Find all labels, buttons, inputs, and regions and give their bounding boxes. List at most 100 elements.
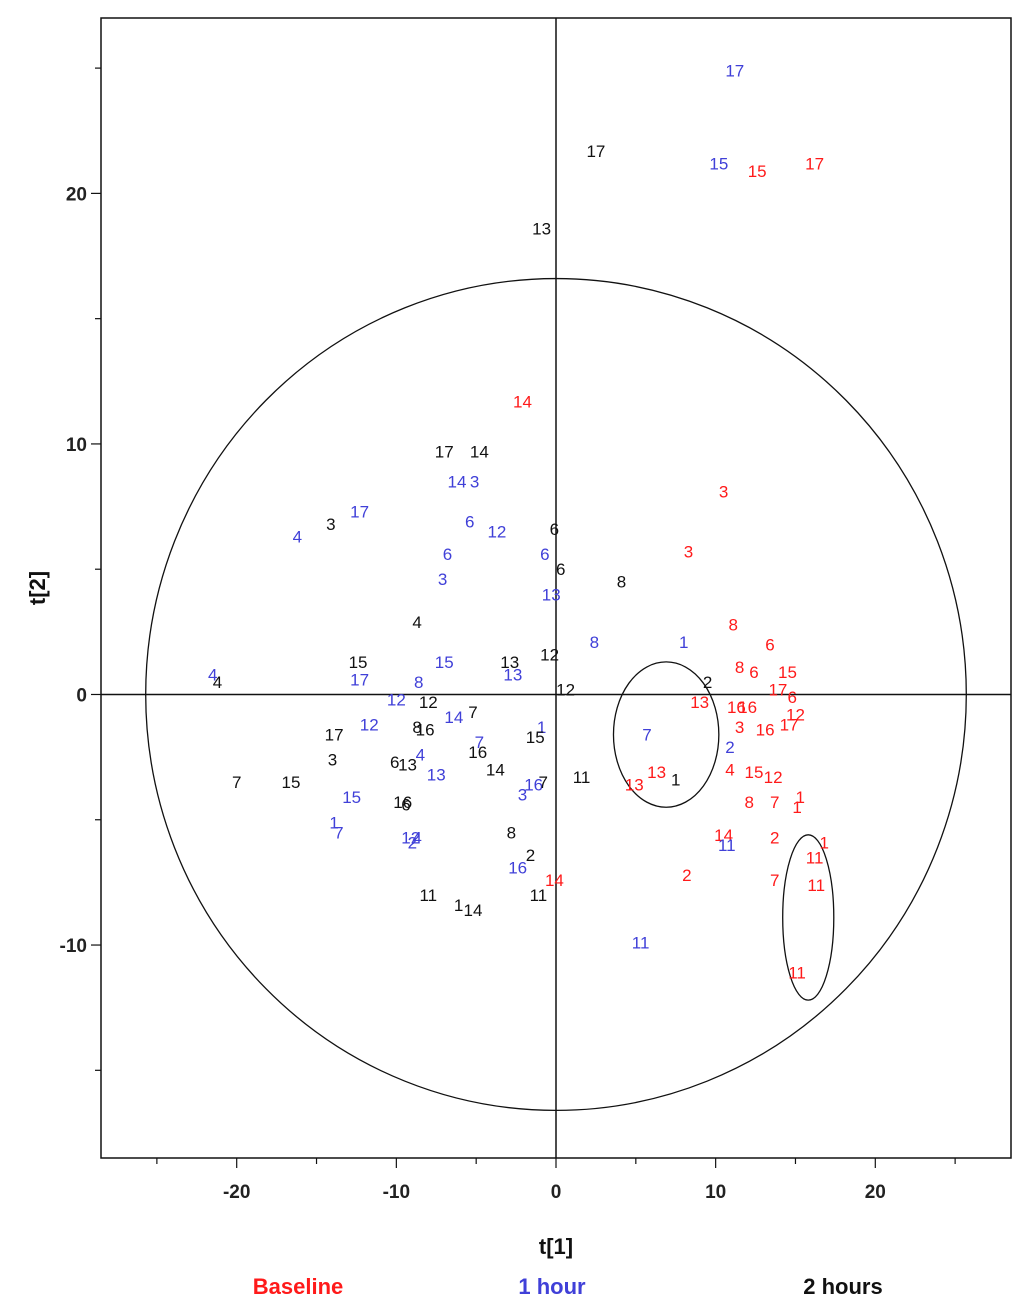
data-point-label: 15 [748,162,767,181]
data-point-label: 1 [819,833,828,852]
data-point-label: 17 [780,716,799,735]
cluster-ellipse [782,834,835,1001]
data-point-label: 11 [807,876,825,895]
data-point-label: 14 [545,871,564,890]
data-point-label: 1 [796,788,805,807]
data-point-label: 8 [414,673,423,692]
data-point-label: 11 [632,934,650,953]
data-point-label: 16 [756,721,775,740]
data-point-label: 17 [325,726,344,745]
data-point-label: 2 [770,828,779,847]
data-point-label: 8 [744,793,753,812]
data-point-label: 16 [727,698,746,717]
legend-item: Baseline [253,1274,344,1299]
data-point-label: 14 [470,442,489,461]
y-axis: -10 0 10 20 [60,67,101,1071]
data-point-label: 6 [390,753,399,772]
data-point-label: 7 [468,703,477,722]
data-point-label: 16 [393,793,412,812]
data-point-label: 12 [556,680,575,699]
data-point-label: 13 [503,665,522,684]
data-point-label: 12 [360,716,379,735]
data-point-label: 15 [709,154,728,173]
data-point-label: 6 [788,688,797,707]
data-point-label: 1 [679,633,688,652]
data-point-label: 2 [725,738,734,757]
data-point-label: 7 [538,773,547,792]
data-point-label: 6 [401,796,410,815]
x-axis: -20 -10 0 10 20 [156,1158,956,1203]
data-point-label: 14 [444,708,463,727]
x-tick-label: -20 [223,1182,250,1203]
data-point-label: 6 [749,663,758,682]
data-point-label: 12 [401,828,420,847]
data-point-label: 17 [768,680,787,699]
data-point-label: 16 [468,743,487,762]
data-point-label: 12 [764,768,783,787]
data-point-label: 8 [735,658,744,677]
data-point-label: 15 [745,763,764,782]
legend-item: 1 hour [518,1274,586,1299]
data-point-label: 11 [573,768,591,787]
data-point-label: 7 [770,793,779,812]
data-point-label: 2 [682,866,691,885]
data-point-label: 11 [718,836,736,855]
data-point-label: 8 [412,718,421,737]
data-point-label: 11 [788,964,806,983]
data-point-label: 16 [508,858,527,877]
data-point-label: 14 [513,392,532,411]
data-point-label: 12 [786,706,805,725]
data-point-label: 1 [537,718,546,737]
data-point-label: 13 [690,693,709,712]
data-point-label: 13 [398,756,417,775]
data-point-label: 13 [647,763,666,782]
data-point-label: 14 [486,761,505,780]
data-point-label: 11 [806,848,824,867]
data-point-label: 3 [518,786,527,805]
reference-lines [101,18,1011,1158]
data-point-label: 3 [326,515,335,534]
data-point-label: 12 [387,690,406,709]
data-point-label: 17 [350,503,369,522]
y-tick-label: -10 [60,936,87,957]
data-point-label: 7 [232,773,241,792]
data-point-label: 15 [282,773,301,792]
cluster-ellipse [612,661,720,808]
data-point-label: 11 [530,886,548,905]
data-point-label: 3 [328,751,337,770]
data-point-label: 8 [728,615,737,634]
data-point-label: 6 [550,520,559,539]
data-point-label: 4 [412,828,421,847]
data-point-label: 12 [419,693,438,712]
data-point-label: 2 [703,673,712,692]
data-point-label: 1 [792,798,801,817]
data-point-label: 2 [526,846,535,865]
confidence-ellipse [145,277,967,1112]
data-point-label: 4 [412,613,421,632]
data-point-label: 8 [590,633,599,652]
data-point-label: 6 [556,560,565,579]
x-tick-label: -10 [383,1182,410,1203]
y-tick-label: 20 [66,184,87,205]
data-point-label: 8 [617,573,626,592]
data-point-label: 6 [540,545,549,564]
y-tick-label: 10 [66,435,87,456]
data-point-label: 4 [293,528,302,547]
data-point-label: 17 [586,142,605,161]
data-point-label: 12 [487,523,506,542]
data-point-label: 2 [408,833,417,852]
data-point-label: 3 [470,473,479,492]
data-point-label: 15 [526,728,545,747]
data-point-label: 6 [443,545,452,564]
data-point-label: 15 [349,653,368,672]
data-point-label: 16 [416,721,435,740]
data-point-label: 1 [671,771,680,790]
data-point-label: 4 [725,761,734,780]
data-point-label: 1 [329,813,338,832]
data-point-label: 13 [542,585,561,604]
data-point-label: 15 [778,663,797,682]
data-point-label: 4 [208,665,217,684]
y-axis-title: t[2] [25,571,50,605]
